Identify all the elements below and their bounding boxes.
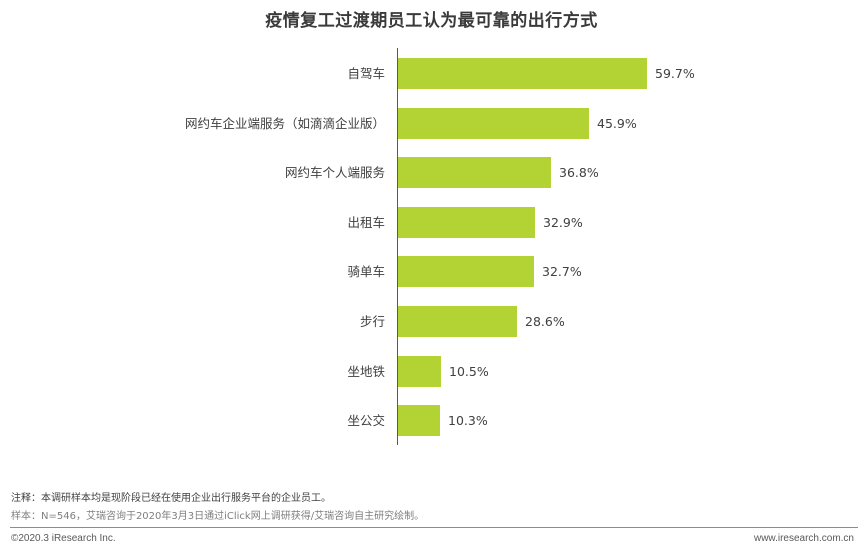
value-label: 59.7% — [655, 66, 695, 81]
bar — [398, 306, 517, 337]
annotation-note: 注释：本调研样本均是现阶段已经在使用企业出行服务平台的企业员工。 — [11, 493, 331, 504]
bar-row: 骑单车 32.7% — [0, 256, 863, 287]
value-label: 10.3% — [448, 413, 488, 428]
sample-note: 样本：N=546，艾瑞咨询于2020年3月3日通过iClick网上调研获得/艾瑞… — [11, 511, 425, 522]
value-label: 32.7% — [542, 264, 582, 279]
value-label: 10.5% — [449, 364, 489, 379]
bar — [398, 256, 534, 287]
category-label: 出租车 — [347, 215, 385, 230]
bar-row: 坐地铁 10.5% — [0, 356, 863, 387]
category-label: 网约车个人端服务 — [284, 165, 385, 180]
value-label: 32.9% — [543, 215, 583, 230]
bar-row: 出租车 32.9% — [0, 207, 863, 238]
copyright-text: ©2020.3 iResearch Inc. — [11, 533, 116, 544]
bar-row: 自驾车 59.7% — [0, 58, 863, 89]
footer-divider — [10, 527, 858, 528]
category-label: 自驾车 — [347, 66, 385, 81]
bar — [398, 356, 441, 387]
category-label: 骑单车 — [347, 264, 385, 279]
value-label: 45.9% — [597, 116, 637, 131]
website-link[interactable]: www.iresearch.com.cn — [753, 533, 854, 544]
bar — [398, 405, 440, 436]
bar-row: 网约车企业端服务（如滴滴企业版） 45.9% — [0, 108, 863, 139]
bar-chart: 自驾车 59.7% 网约车企业端服务（如滴滴企业版） 45.9% 网约车个人端服务 36.… — [0, 48, 863, 445]
bar-row: 网约车个人端服务 36.8% — [0, 157, 863, 188]
category-label: 坐公交 — [347, 413, 385, 428]
category-label: 步行 — [359, 314, 385, 329]
category-label: 坐地铁 — [347, 364, 385, 379]
bar-row: 步行 28.6% — [0, 306, 863, 337]
y-axis-line — [397, 48, 398, 445]
category-label: 网约车企业端服务（如滴滴企业版） — [184, 116, 385, 131]
bar — [398, 157, 551, 188]
bar-row: 坐公交 10.3% — [0, 405, 863, 436]
chart-title: 疫情复工过渡期员工认为最可靠的出行方式 — [265, 11, 598, 31]
value-label: 28.6% — [525, 314, 565, 329]
bar — [398, 108, 589, 139]
value-label: 36.8% — [559, 165, 599, 180]
bar — [398, 207, 535, 238]
bar — [398, 58, 647, 89]
